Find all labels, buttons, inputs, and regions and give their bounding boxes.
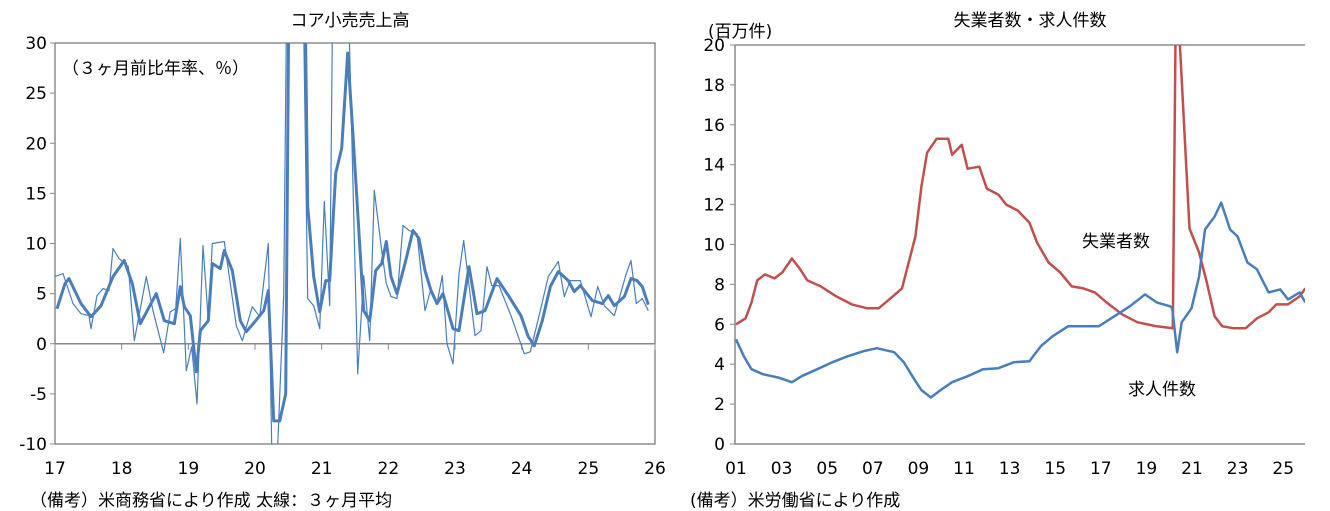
y-tick-label: -5	[30, 385, 47, 405]
y-tick-label: 14	[703, 156, 725, 176]
x-tick-label: 19	[178, 459, 200, 479]
y-tick-label: 20	[25, 134, 47, 154]
y-tick-label: 5	[36, 285, 47, 305]
y-tick-label: 10	[703, 236, 725, 256]
right-footnote: (備考）米労働省により作成	[690, 491, 901, 511]
x-tick-label: 23	[444, 459, 466, 479]
series-line-monthly	[55, 43, 649, 444]
x-tick-label: 18	[111, 459, 133, 479]
y-tick-label: 16	[703, 116, 725, 136]
y-tick-label: -10	[19, 435, 47, 455]
x-tick-label: 07	[862, 459, 884, 479]
x-tick-label: 03	[771, 459, 793, 479]
y-tick-label: 8	[714, 275, 725, 295]
x-tick-label: 25	[578, 459, 600, 479]
x-tick-label: 11	[953, 459, 975, 479]
x-tick-label: 24	[511, 459, 533, 479]
x-tick-label: 13	[999, 459, 1021, 479]
x-tick-label: 17	[1090, 459, 1112, 479]
x-tick-label: 21	[311, 459, 333, 479]
y-tick-label: 18	[703, 76, 725, 96]
right-chart-unit: (百万件)	[708, 22, 772, 42]
y-tick-label: 15	[25, 184, 47, 204]
x-tick-label: 25	[1272, 459, 1294, 479]
y-tick-label: 2	[714, 395, 725, 415]
y-tick-label: 20	[703, 36, 725, 56]
y-tick-label: 12	[703, 196, 725, 216]
unemployed-label: 失業者数	[1082, 232, 1150, 252]
y-tick-label: 25	[25, 84, 47, 104]
left-footnote: （備考）米商務省により作成 太線：３ヶ月平均	[30, 491, 393, 511]
right-chart-title: 失業者数・求人件数	[954, 11, 1107, 31]
y-tick-label: 6	[714, 315, 725, 335]
x-tick-label: 19	[1136, 459, 1158, 479]
x-tick-label: 15	[1044, 459, 1066, 479]
x-tick-label: 09	[908, 459, 930, 479]
y-tick-label: 30	[25, 34, 47, 54]
y-tick-label: 0	[714, 435, 725, 455]
y-tick-label: 4	[714, 355, 725, 375]
series-line-3m-avg	[55, 43, 650, 423]
x-tick-label: 20	[244, 459, 266, 479]
left-chart-unit: （３ヶ月前比年率、％）	[62, 59, 249, 79]
y-tick-label: 0	[36, 335, 47, 355]
series-line-unemployed	[735, 45, 1305, 330]
left-chart-title: コア小売売上高	[291, 11, 410, 31]
x-tick-label: 22	[378, 459, 400, 479]
x-tick-label: 26	[644, 459, 666, 479]
y-tick-label: 10	[25, 235, 47, 255]
x-tick-label: 05	[816, 459, 838, 479]
x-tick-label: 23	[1227, 459, 1249, 479]
x-tick-label: 21	[1181, 459, 1203, 479]
x-tick-label: 01	[725, 459, 747, 479]
series-line-job-openings	[735, 201, 1305, 399]
x-tick-label: 17	[44, 459, 66, 479]
openings-label: 求人件数	[1128, 380, 1196, 400]
